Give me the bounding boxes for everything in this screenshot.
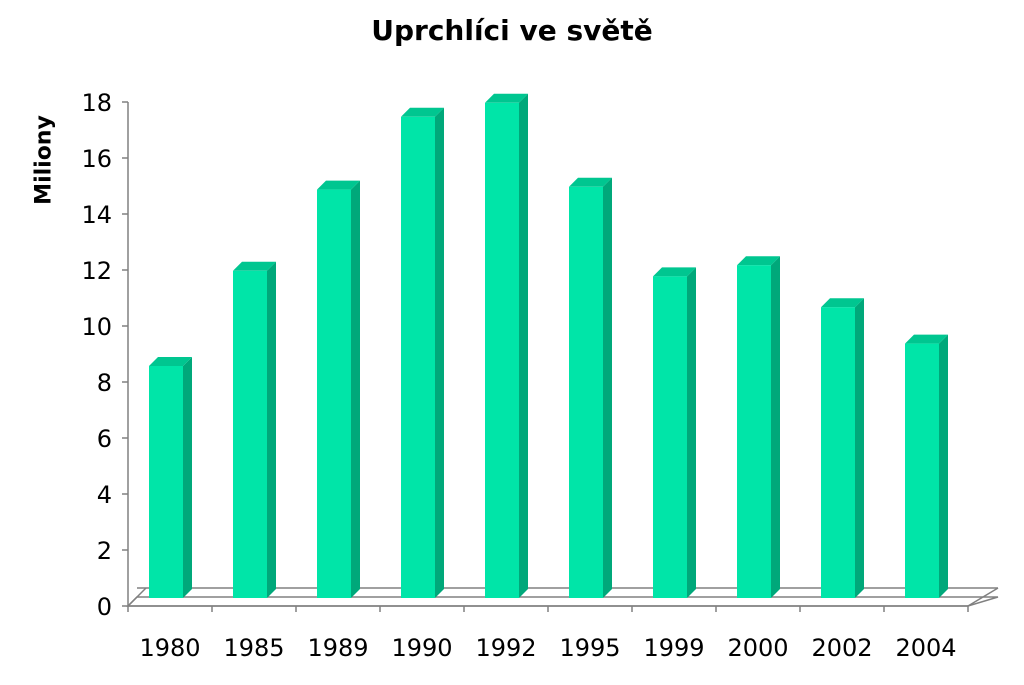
bar-front	[653, 276, 687, 598]
bar	[401, 107, 444, 599]
y-tick-label: 2	[97, 537, 112, 565]
y-tick-label: 10	[81, 313, 112, 341]
bar-side	[939, 334, 948, 598]
y-axis-group	[122, 101, 969, 612]
y-tick-label: 0	[97, 593, 112, 621]
x-tick-label: 1995	[559, 634, 620, 662]
bar-front	[569, 186, 603, 599]
bar	[569, 177, 612, 599]
bar-top	[569, 177, 612, 187]
bar-side	[267, 261, 276, 598]
bar-top	[905, 334, 948, 344]
x-tick-label: 2004	[895, 634, 956, 662]
bar	[653, 267, 696, 598]
x-tick-label: 1999	[643, 634, 704, 662]
bar-front	[821, 307, 855, 598]
bar-front	[905, 343, 939, 598]
bar	[149, 357, 192, 598]
labels-group: 0 2 4 6 8 10 12 14 16 18 1980 1985 1989 1990 1992 1995 1…	[81, 89, 956, 662]
bar-top	[737, 256, 780, 266]
bar-top	[233, 261, 276, 271]
bar-side	[855, 298, 864, 598]
bar	[485, 93, 528, 599]
bar-side	[771, 256, 780, 598]
bar-front	[401, 116, 435, 599]
x-tick-label: 2000	[727, 634, 788, 662]
y-tick-label: 16	[81, 145, 112, 173]
y-tick-label: 4	[97, 481, 112, 509]
x-tick-label: 1985	[223, 634, 284, 662]
bar-side	[183, 357, 192, 598]
bar-top	[149, 357, 192, 366]
x-tick-label: 1980	[139, 634, 200, 662]
bar-top	[653, 267, 696, 277]
bar-side	[687, 267, 696, 598]
y-tick-label: 12	[81, 257, 112, 285]
chart-title: Uprchlíci ve světě	[371, 14, 653, 47]
bar-side	[435, 107, 444, 599]
bar-side	[519, 93, 528, 599]
floor-right-edge	[967, 587, 999, 607]
bar	[737, 256, 780, 598]
bar	[233, 261, 276, 598]
bar	[821, 298, 864, 598]
bar-top	[317, 180, 360, 190]
bar-top	[401, 107, 444, 117]
bars-group	[149, 93, 948, 599]
y-tick-label: 8	[97, 369, 112, 397]
bar-front	[485, 102, 519, 599]
chart-floor	[126, 596, 999, 607]
x-tick-label: 1990	[391, 634, 452, 662]
bar-side	[603, 177, 612, 599]
bar-front	[149, 366, 183, 598]
y-tick-label: 6	[97, 425, 112, 453]
floor-left-edge	[127, 587, 147, 607]
bar-front	[737, 265, 771, 598]
y-tick-label: 14	[81, 201, 112, 229]
x-tick-label: 2002	[811, 634, 872, 662]
bar-top	[485, 93, 528, 103]
bar	[905, 334, 948, 598]
bar-side	[351, 180, 360, 598]
x-tick-label: 1989	[307, 634, 368, 662]
bar-front	[233, 270, 267, 598]
bar	[317, 180, 360, 598]
bar-front	[317, 189, 351, 598]
bar-top	[821, 298, 864, 308]
x-tick-label: 1992	[475, 634, 536, 662]
y-tick-label: 18	[81, 89, 112, 117]
